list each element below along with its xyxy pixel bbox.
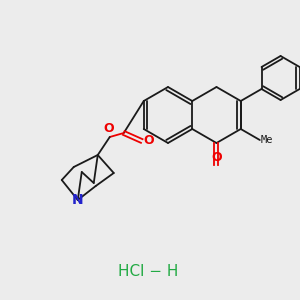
Text: N: N [72,193,84,207]
Text: Me: Me [261,135,273,145]
Text: O: O [103,122,114,135]
Text: O: O [144,134,154,148]
Text: O: O [211,151,222,164]
Text: HCl − H: HCl − H [118,265,178,280]
